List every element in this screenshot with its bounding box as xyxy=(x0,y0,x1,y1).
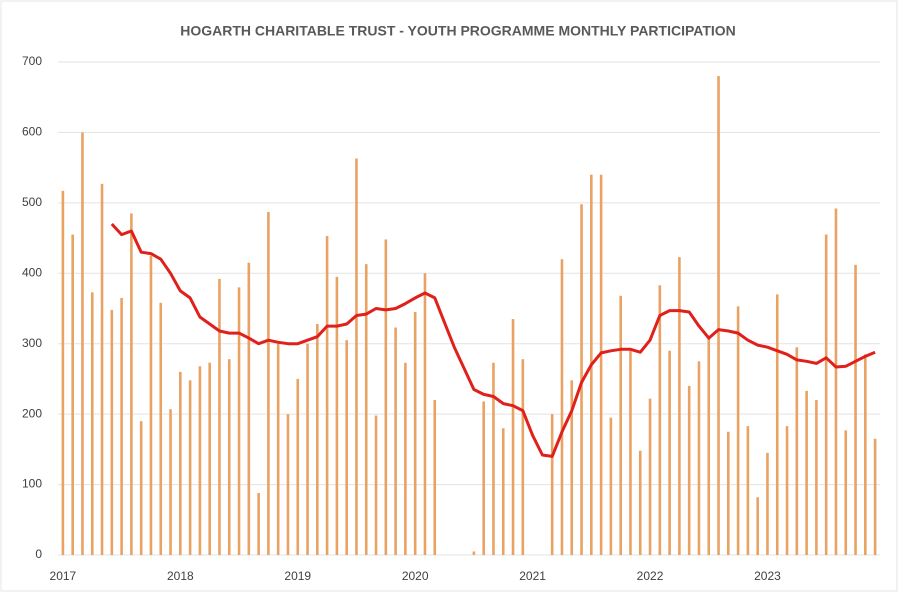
bar xyxy=(619,295,622,555)
bar xyxy=(570,380,574,555)
bar xyxy=(90,292,94,555)
bar xyxy=(257,493,260,555)
bar xyxy=(413,312,417,555)
bar xyxy=(237,287,241,555)
bar xyxy=(394,327,397,555)
bar xyxy=(130,213,133,555)
bar xyxy=(227,359,231,555)
bar xyxy=(492,362,495,555)
bar xyxy=(374,415,378,555)
x-tick-label: 2020 xyxy=(402,569,429,583)
x-tick-label: 2018 xyxy=(167,569,194,583)
moving-average-line xyxy=(110,222,876,458)
bar xyxy=(864,354,867,555)
bar xyxy=(198,366,202,555)
bar xyxy=(482,401,485,555)
y-tick-label: 100 xyxy=(22,477,42,491)
bar xyxy=(218,278,221,555)
bar xyxy=(707,336,711,555)
bar xyxy=(296,378,300,555)
y-tick-label: 300 xyxy=(22,336,42,350)
bar xyxy=(687,385,691,555)
bar xyxy=(756,497,759,555)
bar xyxy=(824,234,828,556)
bar xyxy=(345,340,348,555)
x-tick-label: 2021 xyxy=(519,569,546,583)
y-tick-label: 600 xyxy=(22,125,42,139)
y-tick-label: 400 xyxy=(22,265,42,279)
bar xyxy=(501,428,505,555)
bar xyxy=(335,276,339,555)
bar xyxy=(599,174,603,555)
bar xyxy=(355,158,358,556)
bar xyxy=(844,430,848,555)
y-tick-label: 0 xyxy=(35,547,42,561)
x-tick-label: 2022 xyxy=(637,569,664,583)
bar xyxy=(61,190,65,556)
bar xyxy=(678,257,681,555)
bar xyxy=(208,362,211,555)
bar xyxy=(276,343,280,555)
bar xyxy=(550,414,554,555)
bar xyxy=(795,347,799,555)
bar xyxy=(110,309,114,555)
bar xyxy=(629,350,632,555)
y-tick-label: 200 xyxy=(22,406,42,420)
bar xyxy=(139,421,143,555)
bar xyxy=(609,417,613,555)
bar xyxy=(306,343,309,555)
bar xyxy=(511,319,515,555)
bar xyxy=(433,400,437,555)
bar xyxy=(736,306,740,555)
bar xyxy=(472,551,476,555)
x-tick-label: 2017 xyxy=(50,569,77,583)
bar xyxy=(766,452,769,555)
bar xyxy=(325,235,329,556)
bar xyxy=(404,362,407,555)
bar xyxy=(81,132,84,555)
bar xyxy=(384,239,388,556)
bar xyxy=(815,400,818,555)
y-tick-label: 700 xyxy=(22,54,42,68)
bar xyxy=(71,234,74,556)
bar xyxy=(423,273,427,555)
bar xyxy=(717,76,720,555)
bar xyxy=(179,371,182,555)
bar xyxy=(727,431,730,555)
bar xyxy=(560,259,564,555)
bar xyxy=(316,323,319,555)
bar xyxy=(854,264,857,555)
chart-title: HOGARTH CHARITABLE TRUST - YOUTH PROGRAM… xyxy=(180,23,736,39)
bar xyxy=(668,350,671,555)
bar xyxy=(746,426,750,555)
bar xyxy=(775,294,779,555)
bar xyxy=(286,414,290,555)
bar xyxy=(834,208,838,555)
bar xyxy=(267,212,270,555)
bar xyxy=(697,361,701,555)
bar xyxy=(521,359,525,555)
bar xyxy=(785,426,789,555)
bar xyxy=(149,255,153,555)
bar xyxy=(805,390,808,555)
bar xyxy=(159,302,163,555)
y-tick-label: 500 xyxy=(22,195,42,209)
bar xyxy=(638,450,642,555)
bar xyxy=(648,398,652,555)
x-tick-label: 2019 xyxy=(284,569,311,583)
bar xyxy=(873,438,877,555)
bar xyxy=(120,297,123,555)
bar xyxy=(658,285,662,555)
bar xyxy=(364,264,368,555)
x-tick-label: 2023 xyxy=(754,569,781,583)
bar xyxy=(169,409,172,555)
bar xyxy=(188,380,192,555)
bar xyxy=(247,262,251,555)
bar xyxy=(100,183,104,555)
